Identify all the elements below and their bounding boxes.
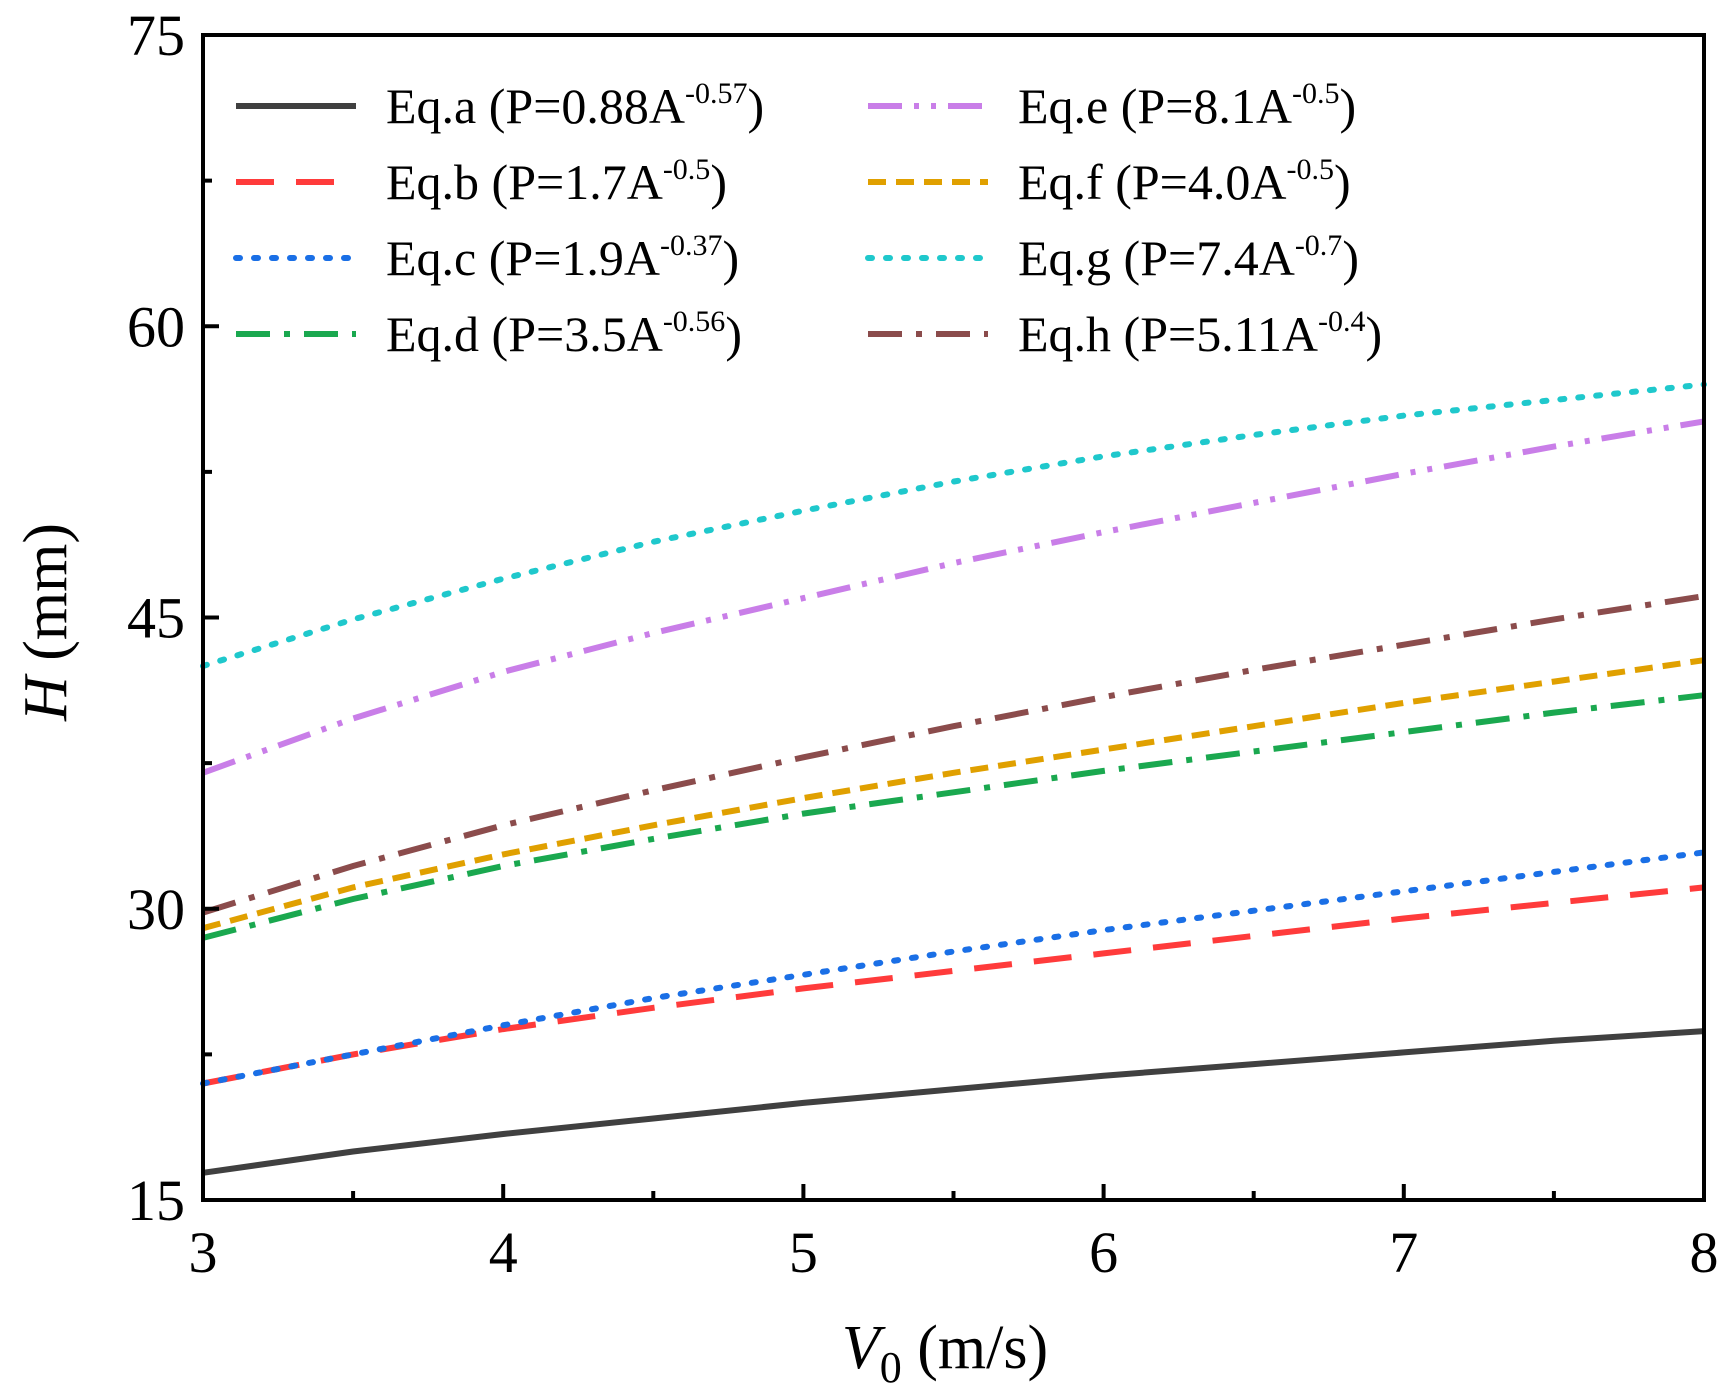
series-line-eq-f <box>202 657 1705 932</box>
y-axis-title: H (mm) <box>12 523 80 722</box>
legend-label-eq-f: Eq.f (P=4.0A-0.5) <box>1018 153 1351 210</box>
legend-label-eq-e: Eq.e (P=8.1A-0.5) <box>1018 77 1356 134</box>
legend-label-eq-g: Eq.g (P=7.4A-0.7) <box>1018 229 1359 286</box>
x-axis-title: V0 (m/s) <box>842 1314 1048 1392</box>
series-layer <box>200 381 1707 1176</box>
y-axis-unit: (mm) <box>12 523 80 676</box>
series-line-eq-e <box>201 418 1705 776</box>
x-axis-symbol: V <box>842 1314 886 1382</box>
series-line-eq-d <box>202 692 1705 941</box>
legend-label-eq-h: Eq.h (P=5.11A-0.4) <box>1018 305 1382 362</box>
legend-label-eq-d: Eq.d (P=3.5A-0.56) <box>386 305 742 362</box>
x-tick-label: 7 <box>1389 1220 1418 1285</box>
series-line-eq-c <box>200 849 1707 1087</box>
x-tick-label: 3 <box>189 1220 218 1285</box>
y-axis-symbol: H <box>12 673 80 722</box>
x-tick-label: 5 <box>789 1220 818 1285</box>
x-axis-subscript: 0 <box>880 1343 902 1392</box>
x-axis-unit: (m/s) <box>902 1314 1048 1382</box>
legend-label-eq-c: Eq.c (P=1.9A-0.37) <box>386 229 739 286</box>
legend: Eq.a (P=0.88A-0.57) Eq.b (P=1.7A-0.5) Eq.c… <box>233 77 1382 362</box>
x-tick-label: 8 <box>1690 1220 1719 1285</box>
x-tick-label: 4 <box>489 1220 518 1285</box>
y-tick-label: 15 <box>127 1168 185 1233</box>
y-tick-label: 60 <box>127 294 185 359</box>
y-tick-label: 75 <box>127 3 185 68</box>
series-line-eq-g <box>200 381 1707 669</box>
y-tick-label: 45 <box>127 586 185 651</box>
legend-label-eq-b: Eq.b (P=1.7A-0.5) <box>386 153 727 210</box>
y-tick-label: 30 <box>127 877 185 942</box>
legend-label-eq-a: Eq.a (P=0.88A-0.57) <box>386 77 764 134</box>
series-line-eq-h <box>202 593 1705 916</box>
x-tick-label: 6 <box>1089 1220 1118 1285</box>
series-line-eq-a <box>202 1028 1705 1176</box>
